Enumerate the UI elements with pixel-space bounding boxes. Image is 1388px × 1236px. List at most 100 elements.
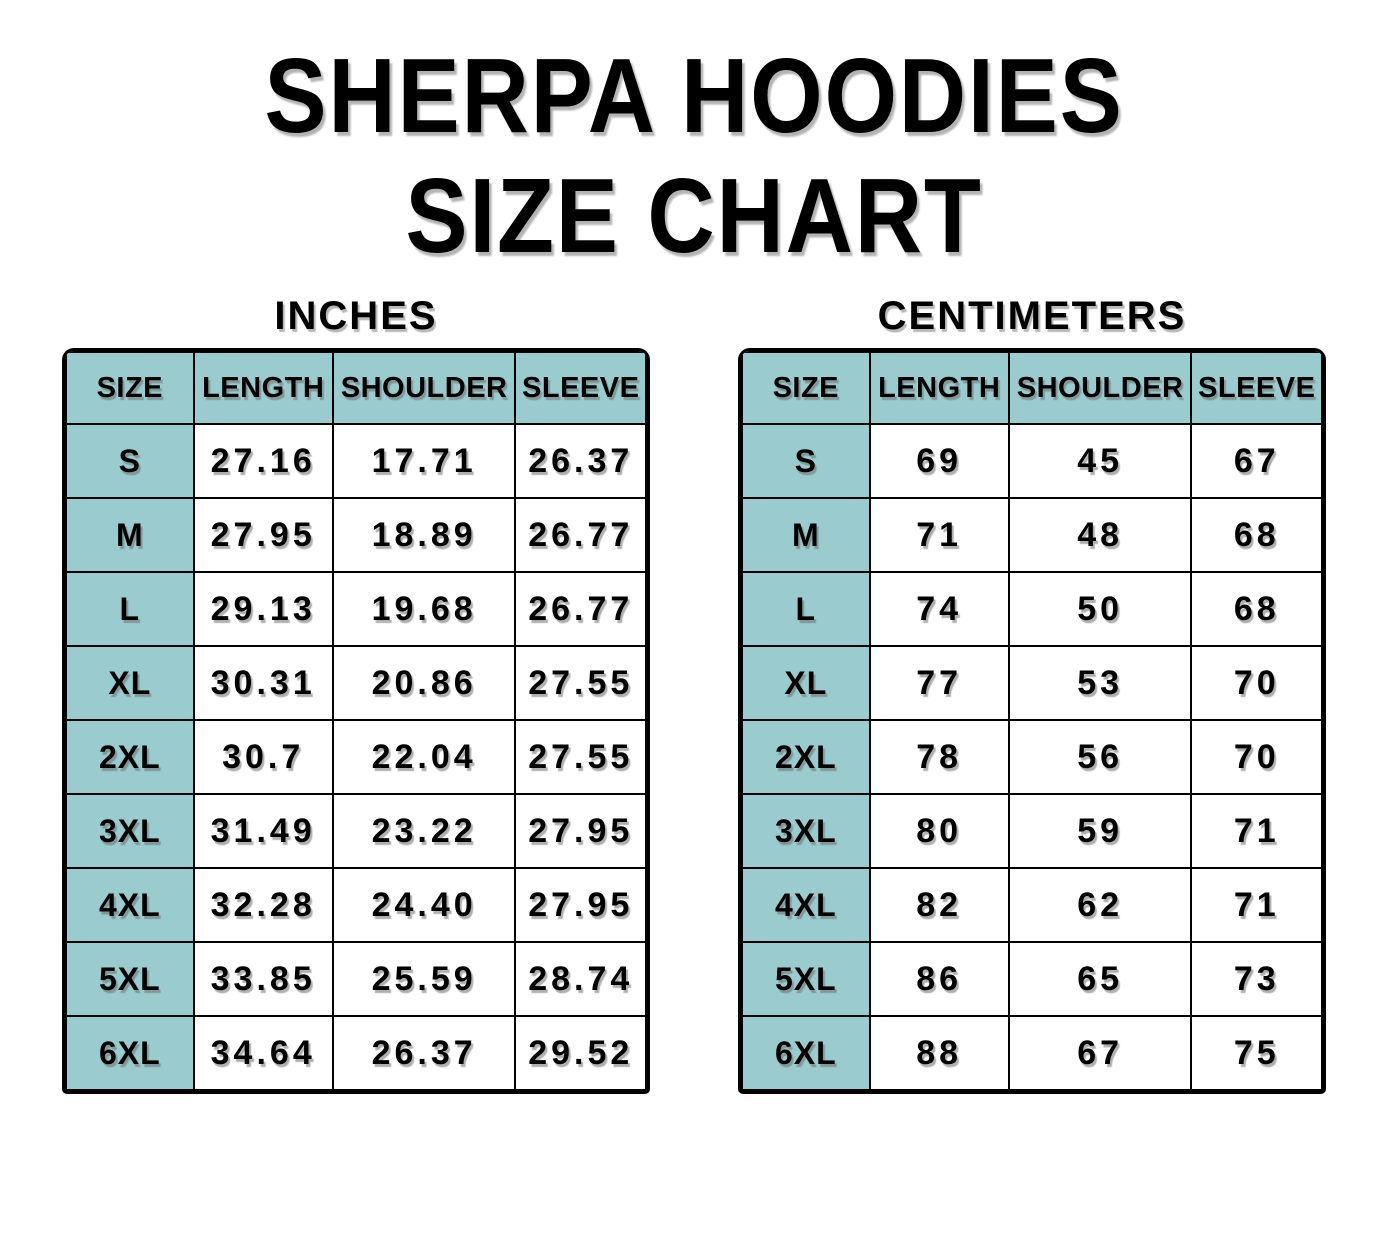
length-cell: 27.16 (192, 423, 334, 499)
table-row: S 69 45 67 (741, 423, 1323, 499)
length-cell: 88 (868, 1015, 1010, 1091)
length-cell: 71 (868, 497, 1010, 573)
sleeve-cell: 27.55 (514, 645, 647, 721)
page-title-line2: SIZE CHART (405, 157, 983, 275)
table-row: M 27.95 18.89 26.77 (65, 497, 647, 573)
length-cell: 69 (868, 423, 1010, 499)
size-chart-page: SHERPA HOODIES SIZE CHART INCHES SIZE LE… (0, 36, 1388, 1236)
sleeve-cell: 67 (1190, 423, 1323, 499)
size-cell: L (65, 571, 195, 647)
table-row: 6XL 88 67 75 (741, 1015, 1323, 1091)
size-cell: 6XL (65, 1015, 195, 1091)
shoulder-cell: 20.86 (331, 645, 517, 721)
shoulder-cell: 62 (1007, 867, 1193, 943)
size-cell: 2XL (741, 719, 871, 795)
table-row: 4XL 32.28 24.40 27.95 (65, 867, 647, 943)
length-cell: 74 (868, 571, 1010, 647)
centimeters-table-body: S 69 45 67 M 71 48 68 L 74 50 68 XL 77 5… (741, 423, 1323, 1091)
shoulder-cell: 22.04 (331, 719, 517, 795)
sleeve-cell: 29.52 (514, 1015, 647, 1091)
table-row: 2XL 78 56 70 (741, 719, 1323, 795)
table-row: 3XL 80 59 71 (741, 793, 1323, 869)
column-header-shoulder: SHOULDER (1007, 351, 1193, 425)
centimeters-section: CENTIMETERS SIZE LENGTH SHOULDER SLEEVE (738, 294, 1326, 1094)
sleeve-cell: 27.55 (514, 719, 647, 795)
column-header-sleeve: SLEEVE (514, 351, 647, 425)
sleeve-cell: 68 (1190, 497, 1323, 573)
sleeve-cell: 73 (1190, 941, 1323, 1017)
length-cell: 29.13 (192, 571, 334, 647)
table-row: 4XL 82 62 71 (741, 867, 1323, 943)
size-cell: L (741, 571, 871, 647)
length-cell: 31.49 (192, 793, 334, 869)
shoulder-cell: 48 (1007, 497, 1193, 573)
shoulder-cell: 23.22 (331, 793, 517, 869)
shoulder-cell: 50 (1007, 571, 1193, 647)
shoulder-cell: 67 (1007, 1015, 1193, 1091)
column-header-size: SIZE (741, 351, 871, 425)
size-cell: 2XL (65, 719, 195, 795)
sleeve-cell: 27.95 (514, 867, 647, 943)
length-cell: 30.31 (192, 645, 334, 721)
shoulder-cell: 18.89 (331, 497, 517, 573)
table-row: 5XL 33.85 25.59 28.74 (65, 941, 647, 1017)
shoulder-cell: 65 (1007, 941, 1193, 1017)
length-cell: 80 (868, 793, 1010, 869)
shoulder-cell: 17.71 (331, 423, 517, 499)
table-row: M 71 48 68 (741, 497, 1323, 573)
inches-label: INCHES (274, 294, 438, 338)
table-row: XL 30.31 20.86 27.55 (65, 645, 647, 721)
shoulder-cell: 26.37 (331, 1015, 517, 1091)
sleeve-cell: 71 (1190, 793, 1323, 869)
sleeve-cell: 68 (1190, 571, 1323, 647)
header-row: SIZE LENGTH SHOULDER SLEEVE (741, 351, 1323, 425)
shoulder-cell: 56 (1007, 719, 1193, 795)
length-cell: 77 (868, 645, 1010, 721)
tables-row: INCHES SIZE LENGTH SHOULDER SLEEVE (0, 294, 1388, 1094)
length-cell: 78 (868, 719, 1010, 795)
shoulder-cell: 59 (1007, 793, 1193, 869)
page-title-line1: SHERPA HOODIES (264, 37, 1124, 155)
size-cell: S (741, 423, 871, 499)
size-cell: 3XL (65, 793, 195, 869)
length-cell: 32.28 (192, 867, 334, 943)
length-cell: 33.85 (192, 941, 334, 1017)
centimeters-label: CENTIMETERS (877, 294, 1187, 338)
header-row: SIZE LENGTH SHOULDER SLEEVE (65, 351, 647, 425)
size-cell: 5XL (65, 941, 195, 1017)
sleeve-cell: 26.77 (514, 497, 647, 573)
sleeve-cell: 26.37 (514, 423, 647, 499)
column-header-sleeve: SLEEVE (1190, 351, 1323, 425)
table-row: 6XL 34.64 26.37 29.52 (65, 1015, 647, 1091)
shoulder-cell: 45 (1007, 423, 1193, 499)
table-row: S 27.16 17.71 26.37 (65, 423, 647, 499)
column-header-shoulder: SHOULDER (331, 351, 517, 425)
table-row: L 74 50 68 (741, 571, 1323, 647)
table-row: 2XL 30.7 22.04 27.55 (65, 719, 647, 795)
inches-table: SIZE LENGTH SHOULDER SLEEVE S 27.16 17.7… (62, 348, 650, 1094)
length-cell: 27.95 (192, 497, 334, 573)
length-cell: 34.64 (192, 1015, 334, 1091)
centimeters-table: SIZE LENGTH SHOULDER SLEEVE S 69 45 67 M… (738, 348, 1326, 1094)
sleeve-cell: 70 (1190, 719, 1323, 795)
shoulder-cell: 24.40 (331, 867, 517, 943)
table-row: 3XL 31.49 23.22 27.95 (65, 793, 647, 869)
column-header-length: LENGTH (192, 351, 334, 425)
size-cell: XL (741, 645, 871, 721)
sleeve-cell: 71 (1190, 867, 1323, 943)
sleeve-cell: 28.74 (514, 941, 647, 1017)
inches-section: INCHES SIZE LENGTH SHOULDER SLEEVE (62, 294, 650, 1094)
size-cell: 6XL (741, 1015, 871, 1091)
shoulder-cell: 19.68 (331, 571, 517, 647)
length-cell: 30.7 (192, 719, 334, 795)
sleeve-cell: 26.77 (514, 571, 647, 647)
sleeve-cell: 70 (1190, 645, 1323, 721)
shoulder-cell: 53 (1007, 645, 1193, 721)
table-row: 5XL 86 65 73 (741, 941, 1323, 1017)
length-cell: 86 (868, 941, 1010, 1017)
size-cell: 4XL (65, 867, 195, 943)
size-cell: 4XL (741, 867, 871, 943)
column-header-size: SIZE (65, 351, 195, 425)
length-cell: 82 (868, 867, 1010, 943)
sleeve-cell: 27.95 (514, 793, 647, 869)
